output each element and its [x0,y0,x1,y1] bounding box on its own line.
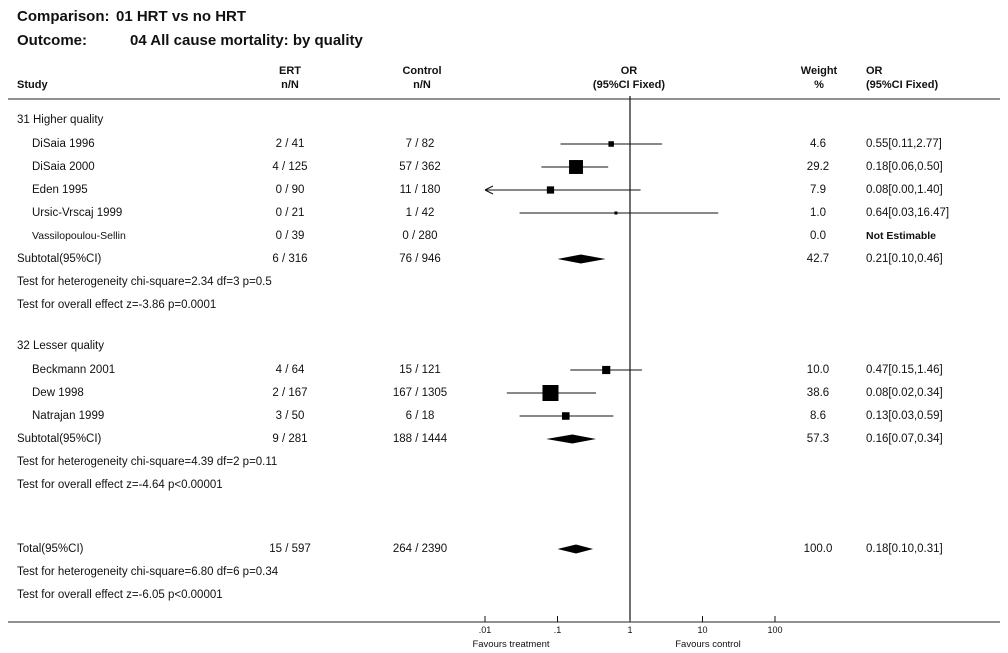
study-name: DiSaia 1996 [32,138,95,150]
study-control: 11 / 180 [399,184,441,196]
comparison-label: Comparison: [17,8,110,25]
study-treat: 4 / 64 [275,364,305,376]
study-control: 0 / 280 [402,230,438,242]
study-treat: 2 / 41 [275,138,305,150]
overall-effect-test: Test for overall effect z=-3.86 p=0.0001 [17,299,217,311]
axis-tick-label: 10 [697,625,707,635]
pooled-diamond [557,544,594,554]
col-weight-line2: % [814,79,824,91]
col-treat-line1: ERT [279,65,301,77]
col-orval-line1: OR [866,65,883,77]
total-treat: 15 / 597 [269,543,311,555]
study-weight: 10.0 [806,364,830,376]
subtotal-or: 0.16[0.07,0.34] [866,433,943,445]
overall-effect-test: Test for overall effect z=-4.64 p<0.0000… [17,479,223,491]
heterogeneity-test: Test for heterogeneity chi-square=4.39 d… [17,456,278,468]
study-or: 0.47[0.15,1.46] [866,364,943,376]
study-control: 1 / 42 [405,207,435,219]
study-control: 167 / 1305 [392,387,448,399]
total-heterogeneity-test: Test for heterogeneity chi-square=6.80 d… [17,566,279,578]
outcome-value: 04 All cause mortality: by quality [130,32,363,49]
pooled-diamond [557,254,606,264]
favours-control-label: Favours control [675,639,741,650]
study-name: Beckmann 2001 [32,364,116,376]
study-weight: 1.0 [810,207,826,219]
subtotal-treat: 9 / 281 [272,433,308,445]
favours-treatment-label: Favours treatment [472,639,550,650]
study-name: Vassilopoulou-Sellin [32,230,126,242]
study-name: Ursic-Vrscaj 1999 [32,207,123,219]
study-or: 0.08[0.00,1.40] [866,184,943,196]
study-weight: 4.6 [810,138,826,150]
total-name: Total(95%CI) [17,543,84,555]
study-control: 6 / 18 [405,410,435,422]
subtotal-treat: 6 / 316 [272,253,308,265]
study-name: Dew 1998 [32,387,84,399]
heterogeneity-test: Test for heterogeneity chi-square=2.34 d… [17,276,272,288]
group-label: 31 Higher quality [17,114,104,126]
study-weight: 29.2 [806,161,830,173]
study-or: 0.55[0.11,2.77] [866,138,942,150]
study-treat: 4 / 125 [272,161,308,173]
total-control: 264 / 2390 [392,543,448,555]
axis-tick-label: .1 [554,625,562,635]
study-name: DiSaia 2000 [32,161,95,173]
subtotal-weight: 42.7 [806,253,830,265]
col-or-line1: OR [620,65,638,77]
col-control-line2: n/N [413,79,431,91]
point-estimate [602,365,611,375]
point-estimate [569,160,583,174]
study-or: Not Estimable [866,230,937,242]
subtotal-name: Subtotal(95%CI) [17,253,102,265]
study-treat: 3 / 50 [275,410,305,422]
pooled-diamond [546,434,597,444]
ci-arrow [484,185,494,195]
group-label: 32 Lesser quality [17,340,104,352]
study-control: 7 / 82 [405,138,435,150]
total-or: 0.18[0.10,0.31] [866,543,943,555]
study-or: 0.13[0.03,0.59] [866,410,943,422]
outcome-label: Outcome: [17,32,88,49]
axis-tick-label: 1 [627,625,632,635]
study-control: 57 / 362 [399,161,441,173]
col-or-line2: (95%CI Fixed) [592,79,666,91]
point-estimate [546,186,555,194]
study-weight: 38.6 [806,387,830,399]
subtotal-control: 76 / 946 [399,253,441,265]
study-weight: 7.9 [810,184,826,196]
subtotal-weight: 57.3 [806,433,830,445]
subtotal-or: 0.21[0.10,0.46] [866,253,943,265]
study-treat: 0 / 39 [275,230,305,242]
total-overall-effect-test: Test for overall effect z=-6.05 p<0.0000… [17,589,223,601]
point-estimate [542,385,559,401]
study-name: Eden 1995 [32,184,88,196]
total-weight: 100.0 [803,543,833,555]
study-treat: 0 / 21 [275,207,305,219]
forest-marks: .01 .1 1 10 100 [479,96,783,635]
col-study: Study [17,79,48,91]
study-treat: 2 / 167 [272,387,308,399]
axis-tick-label: .01 [479,625,492,635]
subtotal-name: Subtotal(95%CI) [17,433,102,445]
col-treat-line2: n/N [281,79,299,91]
point-estimate [608,141,614,147]
study-control: 15 / 121 [399,364,441,376]
study-weight: 8.6 [810,410,826,422]
study-or: 0.18[0.06,0.50] [866,161,943,173]
col-control-line1: Control [402,65,442,77]
col-orval-line2: (95%CI Fixed) [866,79,939,91]
study-or: 0.08[0.02,0.34] [866,387,943,399]
study-treat: 0 / 90 [275,184,305,196]
axis-tick-label: 100 [767,625,782,635]
point-estimate [614,211,618,215]
study-or: 0.64[0.03,16.47] [866,207,950,219]
study-name: Natrajan 1999 [32,410,105,422]
col-weight-line1: Weight [800,65,838,77]
point-estimate [561,412,570,420]
study-weight: 0.0 [810,230,826,242]
subtotal-control: 188 / 1444 [392,433,448,445]
comparison-value: 01 HRT vs no HRT [116,8,247,25]
